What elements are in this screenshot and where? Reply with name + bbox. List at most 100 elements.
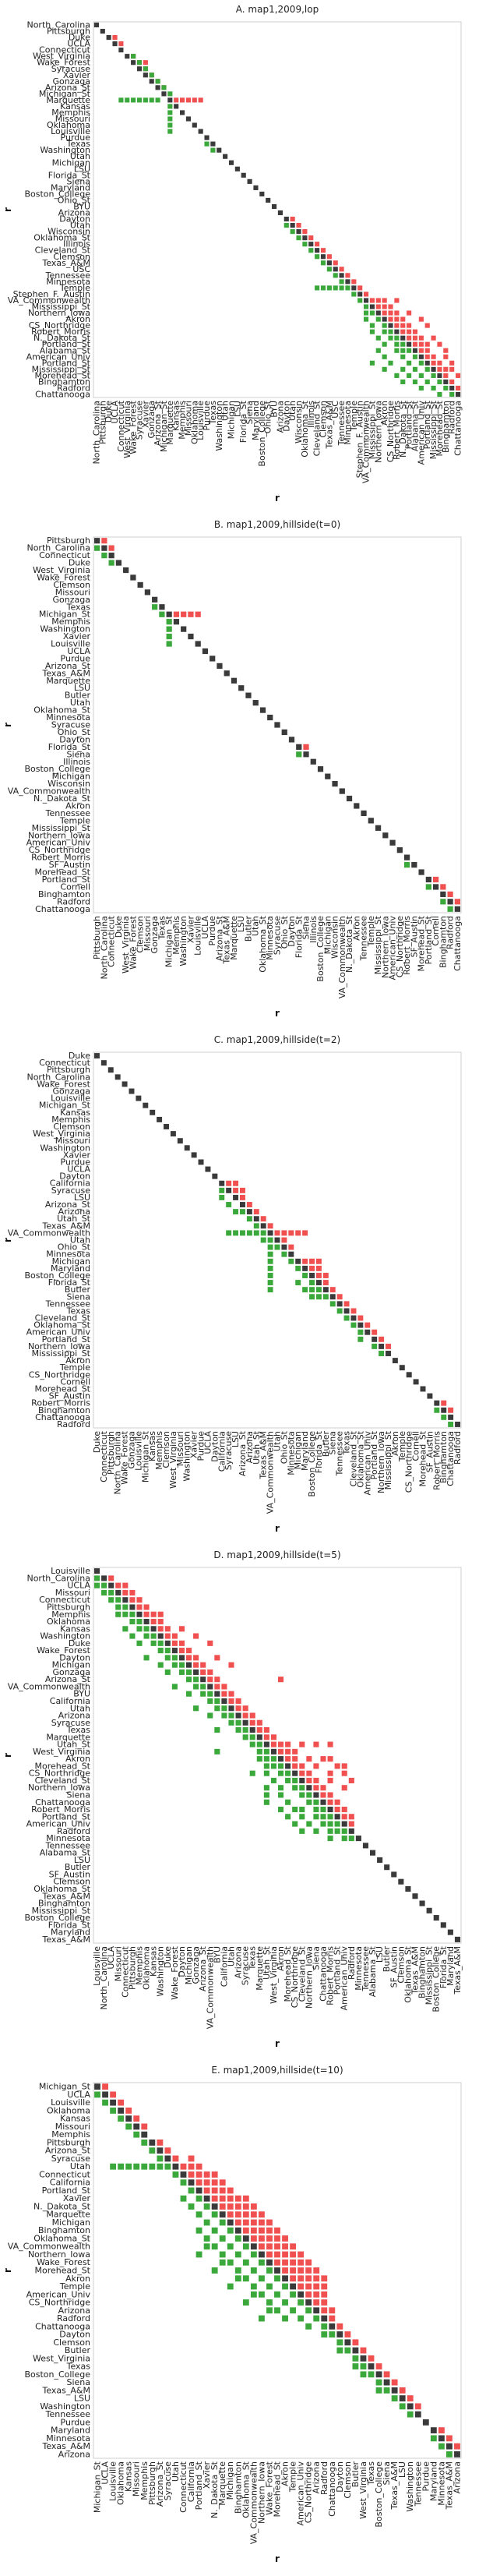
- col-tick-label: Wake_Forest: [129, 400, 139, 454]
- x-axis-label: r: [275, 493, 280, 504]
- lower-cell: [334, 1828, 340, 1834]
- col-tick-label: VA_Commonwealth: [248, 2461, 259, 2544]
- plot-frame: [93, 1567, 462, 1944]
- lower-cell: [143, 66, 148, 72]
- row-tick-label: Marquette: [46, 676, 90, 686]
- col-tick-label: Boston_College: [374, 2461, 384, 2528]
- diagonal-cell: [217, 147, 222, 153]
- col-tick-label: Maryland: [251, 401, 261, 440]
- upper-cell: [382, 304, 387, 309]
- lower-cell: [388, 329, 393, 334]
- col-tick-label: Oklahoma: [142, 1946, 152, 1990]
- diagonal-cell: [430, 2427, 437, 2434]
- row-tick-label: Alabama_St: [40, 345, 91, 355]
- upper-cell: [207, 1669, 213, 1675]
- diagonal-cell: [198, 129, 203, 134]
- lower-cell: [221, 1712, 227, 1719]
- col-tick-label: North_Carolina: [91, 401, 101, 465]
- row-tick-label: Oklahoma: [47, 1617, 90, 1627]
- upper-cell: [178, 1640, 185, 1646]
- row-tick-label: Radford: [57, 1419, 90, 1429]
- upper-cell: [258, 2211, 265, 2218]
- heatmap-svg: E. map1,2009,hillside(t=10)Michigan_StUC…: [2, 2065, 462, 2564]
- col-tick-label: Arizona_St: [238, 1430, 248, 1476]
- row-tick-label: Syracuse: [51, 720, 91, 730]
- lower-cell: [446, 2451, 453, 2458]
- diagonal-cell: [384, 1864, 390, 1871]
- upper-cell: [274, 2243, 280, 2250]
- lower-cell: [274, 2275, 280, 2282]
- upper-cell: [227, 2211, 234, 2218]
- row-tick-label: UCLA: [67, 1581, 90, 1591]
- row-tick-label: Texas: [66, 602, 91, 612]
- diagonal-cell: [329, 1294, 336, 1300]
- diagonal-cell: [414, 2411, 421, 2418]
- diagonal-cell: [362, 1843, 369, 1849]
- col-tick-label: Ohio_St: [279, 1430, 289, 1464]
- lower-cell: [164, 2163, 171, 2170]
- row-tick-label: SF_Austin: [49, 1391, 90, 1401]
- col-tick-label: Northern_Iowa: [376, 1431, 386, 1493]
- row-tick-label: LSU: [74, 2394, 90, 2404]
- diagonal-cell: [295, 1258, 301, 1264]
- upper-cell: [185, 97, 192, 103]
- lower-cell: [193, 1677, 199, 1683]
- upper-cell: [322, 1280, 329, 1286]
- diagonal-cell: [157, 1633, 164, 1639]
- y-axis-label: r: [2, 723, 13, 727]
- lower-cell: [149, 97, 154, 103]
- lower-cell: [363, 304, 369, 309]
- upper-cell: [449, 360, 455, 366]
- row-tick-label: Michigan_St: [39, 2082, 91, 2092]
- lower-cell: [369, 360, 375, 366]
- diagonal-cell: [394, 329, 400, 334]
- lower-cell: [200, 1684, 206, 1690]
- diagonal-cell: [211, 2203, 218, 2210]
- col-tick-label: Tennessee: [336, 401, 347, 447]
- lower-cell: [211, 2243, 218, 2250]
- row-tick-label: Michigan: [52, 1660, 90, 1670]
- diagonal-cell: [341, 1821, 347, 1827]
- diagonal-cell: [115, 560, 122, 566]
- lower-cell: [118, 2115, 125, 2122]
- lower-cell: [363, 310, 369, 316]
- col-tick-label: Radford: [347, 1946, 357, 1980]
- diagonal-cell: [191, 1152, 197, 1158]
- lower-cell: [350, 1322, 357, 1328]
- col-tick-label: Kansas: [149, 1946, 159, 1977]
- lower-cell: [302, 1272, 308, 1278]
- upper-cell: [298, 2259, 305, 2266]
- col-tick-label: Wake_Forest: [128, 915, 138, 970]
- upper-cell: [281, 1230, 287, 1236]
- upper-cell: [321, 2275, 328, 2282]
- upper-cell: [150, 1618, 157, 1625]
- chart-panel: D. map1,2009,hillside(t=5) Louisville Nort…: [0, 1546, 493, 2061]
- upper-cell: [431, 360, 436, 366]
- diagonal-cell: [290, 2283, 297, 2290]
- diagonal-cell: [100, 28, 105, 34]
- row-tick-label: Temple: [59, 1362, 90, 1373]
- col-tick-label: Memphis: [139, 2461, 150, 2500]
- col-tick-label: Dayton: [335, 2461, 345, 2493]
- upper-cell: [407, 329, 412, 334]
- lower-cell: [336, 2347, 343, 2354]
- lower-cell: [203, 2219, 210, 2226]
- row-tick-label: Radford: [57, 2313, 90, 2323]
- row-tick-label: Utah: [70, 2161, 90, 2171]
- upper-cell: [298, 2251, 305, 2258]
- row-tick-label: Louisville: [51, 1094, 90, 1104]
- row-tick-label: Utah: [70, 1703, 90, 1713]
- col-tick-label: Portland_St: [194, 2461, 204, 2510]
- lower-cell: [282, 2283, 288, 2290]
- upper-cell: [418, 335, 424, 341]
- diagonal-cell: [136, 1611, 143, 1617]
- upper-cell: [143, 1604, 150, 1610]
- lower-cell: [394, 373, 400, 378]
- upper-cell: [188, 611, 194, 617]
- row-tick-label: Radford: [57, 1826, 90, 1836]
- diagonal-cell: [440, 1922, 446, 1928]
- col-tick-label: Northern_Iowa: [256, 2461, 266, 2524]
- col-tick-label: VA_Commonwealth: [205, 1946, 215, 2029]
- diagonal-cell: [360, 2355, 367, 2362]
- lower-cell: [110, 2163, 117, 2170]
